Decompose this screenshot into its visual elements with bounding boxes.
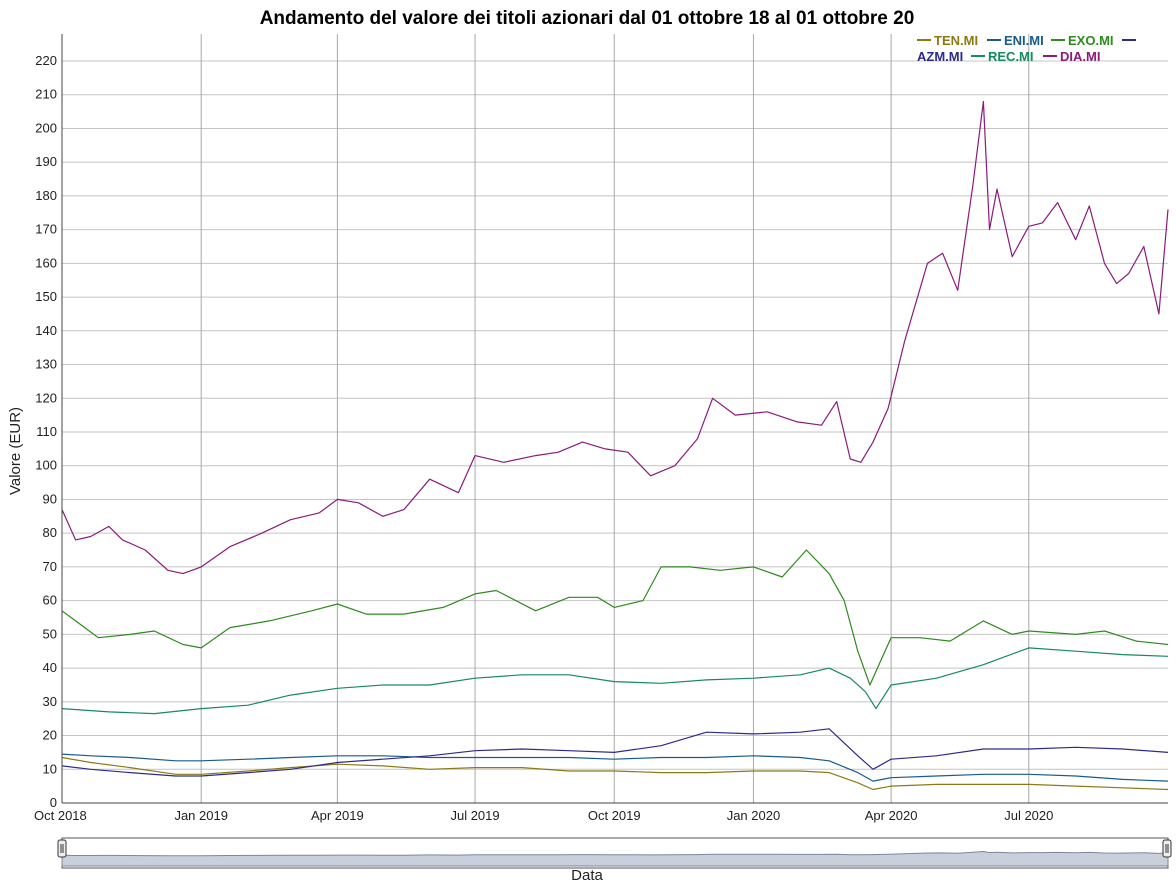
- chart-title: Andamento del valore dei titoli azionari…: [260, 8, 915, 29]
- y-tick-label: 10: [43, 761, 57, 776]
- y-tick-label: 140: [35, 323, 57, 338]
- x-tick-label: Oct 2019: [588, 808, 641, 823]
- grid-lines: [61, 34, 1168, 804]
- y-tick-label: 20: [43, 728, 57, 743]
- y-tick-label: 50: [43, 626, 57, 641]
- series-line-eni-mi[interactable]: [61, 753, 1169, 782]
- legend-item-ten-mi[interactable]: TEN.MI: [917, 33, 978, 48]
- y-tick-label: 170: [35, 222, 57, 237]
- y-tick-label: 210: [35, 87, 57, 102]
- y-tick-label: 150: [35, 289, 57, 304]
- y-tick-label: 190: [35, 154, 57, 169]
- y-tick-label: 160: [35, 255, 57, 270]
- x-tick-label: Jan 2020: [727, 808, 781, 823]
- y-tick-label: 200: [35, 120, 57, 135]
- y-tick-label: 130: [35, 357, 57, 372]
- y-tick-labels: 0 10 20 30 40 50 60 70 80 90 100 110 120 130 140 150 160…: [35, 53, 57, 810]
- range-slider[interactable]: [57, 837, 1172, 869]
- range-slider-area: [61, 850, 1169, 867]
- y-tick-label: 100: [35, 458, 57, 473]
- x-tick-label: Apr 2019: [311, 808, 364, 823]
- series-line-ten-mi[interactable]: [61, 756, 1169, 791]
- y-tick-label: 70: [43, 559, 57, 574]
- x-tick-label: Jan 2019: [174, 808, 228, 823]
- x-tick-labels: Oct 2018 Jan 2019 Apr 2019 Jul 2019 Oct 2019…: [34, 808, 1053, 823]
- y-tick-label: 60: [43, 593, 57, 608]
- axes: [61, 34, 1168, 804]
- legend-label: DIA.MI: [1060, 49, 1100, 64]
- series-line-dia-mi[interactable]: [61, 100, 1169, 575]
- legend-label: TEN.MI: [934, 33, 978, 48]
- x-tick-label: Jul 2020: [1004, 808, 1053, 823]
- y-tick-label: 30: [43, 694, 57, 709]
- y-tick-label: 80: [43, 525, 57, 540]
- y-tick-label: 0: [50, 795, 57, 810]
- y-axis-title: Valore (EUR): [7, 407, 24, 495]
- legend-label: ENI.MI: [1004, 33, 1044, 48]
- x-axis-title: Data: [571, 867, 603, 884]
- range-slider-right-handle[interactable]: [1162, 839, 1172, 858]
- y-tick-label: 40: [43, 660, 57, 675]
- x-tick-label: Apr 2020: [865, 808, 918, 823]
- range-slider-left-handle[interactable]: [57, 839, 67, 858]
- legend-label: EXO.MI: [1068, 33, 1114, 48]
- series-lines: [61, 100, 1169, 791]
- series-line-exo-mi[interactable]: [61, 549, 1169, 686]
- legend-item-dia-mi[interactable]: DIA.MI: [1043, 49, 1100, 64]
- y-tick-label: 180: [35, 188, 57, 203]
- legend-item-rec-mi[interactable]: REC.MI: [971, 49, 1034, 64]
- y-tick-label: 220: [35, 53, 57, 68]
- plot-area: [62, 34, 1168, 803]
- legend[interactable]: TEN.MI ENI.MI EXO.MI AZM.MI REC.MI DIA.MI: [917, 33, 1136, 64]
- series-line-azm-mi[interactable]: [61, 728, 1169, 777]
- legend-label: AZM.MI: [917, 49, 963, 64]
- legend-item-eni-mi[interactable]: ENI.MI: [987, 33, 1044, 48]
- series-line-rec-mi[interactable]: [61, 647, 1169, 715]
- legend-item-azm-mi[interactable]: AZM.MI: [917, 49, 963, 64]
- legend-item-exo-mi[interactable]: EXO.MI: [1051, 33, 1114, 48]
- x-tick-label: Oct 2018: [34, 808, 87, 823]
- legend-label: REC.MI: [988, 49, 1034, 64]
- range-slider-preview: [61, 850, 1169, 867]
- y-tick-label: 120: [35, 390, 57, 405]
- y-tick-label: 90: [43, 491, 57, 506]
- x-tick-label: Jul 2019: [450, 808, 499, 823]
- y-tick-label: 110: [36, 424, 57, 439]
